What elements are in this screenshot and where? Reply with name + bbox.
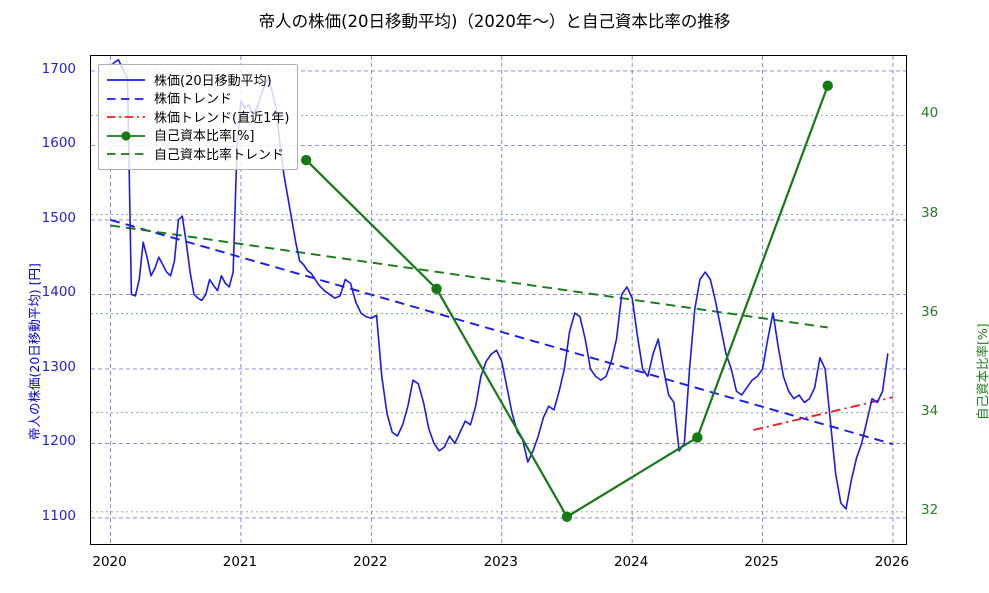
data-point-marker bbox=[692, 432, 703, 443]
legend-label: 株価トレンド bbox=[154, 92, 233, 108]
y-axis-tick-right: 36 bbox=[921, 303, 939, 320]
y-axis-tick-right: 32 bbox=[921, 501, 939, 518]
y-axis-tick-right: 34 bbox=[921, 402, 939, 419]
legend-key-icon bbox=[106, 109, 146, 123]
series-line bbox=[305, 84, 829, 518]
y-axis-tick-left: 1200 bbox=[41, 433, 76, 450]
legend-key-icon bbox=[106, 91, 146, 105]
x-axis-tick: 2022 bbox=[353, 554, 388, 570]
legend-label: 株価(20日移動平均) bbox=[154, 73, 272, 89]
y-axis-tick-left: 1500 bbox=[41, 209, 76, 226]
y-axis-tick-left: 1300 bbox=[41, 358, 76, 375]
legend-key-icon bbox=[106, 72, 146, 86]
y-axis-tick-left: 1700 bbox=[41, 60, 76, 77]
data-point-marker bbox=[300, 154, 312, 166]
legend: 株価(20日移動平均) 株価トレンド株価トレンド(直近1年) 自己資本比率[%] 自己… bbox=[98, 64, 299, 170]
legend-item: 株価(20日移動平均) bbox=[106, 70, 289, 89]
legend-key-icon bbox=[106, 146, 146, 160]
y-axis-tick-right: 38 bbox=[921, 204, 939, 221]
x-axis-tick: 2024 bbox=[613, 554, 649, 570]
data-point-marker bbox=[561, 511, 573, 522]
x-axis-tick: 2026 bbox=[874, 554, 910, 570]
y-axis-tick-left: 1600 bbox=[41, 135, 76, 152]
trendline bbox=[110, 224, 828, 329]
legend-item: 自己資本比率トレンド bbox=[106, 144, 289, 163]
y-axis-tick-left: 1400 bbox=[41, 284, 76, 301]
trendline bbox=[753, 396, 894, 431]
legend-label: 自己資本比率[%] bbox=[154, 129, 255, 145]
y-axis-tick-right: 40 bbox=[921, 105, 939, 122]
legend-label: 株価トレンド(直近1年) bbox=[154, 110, 290, 126]
x-axis-tick: 2023 bbox=[483, 554, 518, 570]
legend-label: 自己資本比率トレンド bbox=[154, 147, 285, 163]
series-line bbox=[112, 58, 889, 510]
data-point-marker bbox=[431, 283, 442, 295]
x-axis-tick: 2021 bbox=[222, 554, 258, 570]
trendlines bbox=[110, 218, 894, 446]
data-series bbox=[112, 58, 889, 522]
x-axis-tick: 2025 bbox=[744, 554, 779, 570]
legend-key-icon bbox=[106, 128, 146, 142]
legend-item: 株価トレンド bbox=[106, 89, 289, 108]
data-point-marker bbox=[822, 80, 833, 91]
x-axis-tick: 2020 bbox=[92, 554, 127, 570]
y-axis-tick-left: 1100 bbox=[41, 507, 76, 524]
page-title: 帝人の株価(20日移動平均)（2020年〜）と自己資本比率の推移 bbox=[258, 12, 731, 31]
trendline bbox=[110, 218, 894, 446]
legend-item: 株価トレンド(直近1年) bbox=[106, 107, 289, 126]
legend-item: 自己資本比率[%] bbox=[106, 126, 289, 145]
